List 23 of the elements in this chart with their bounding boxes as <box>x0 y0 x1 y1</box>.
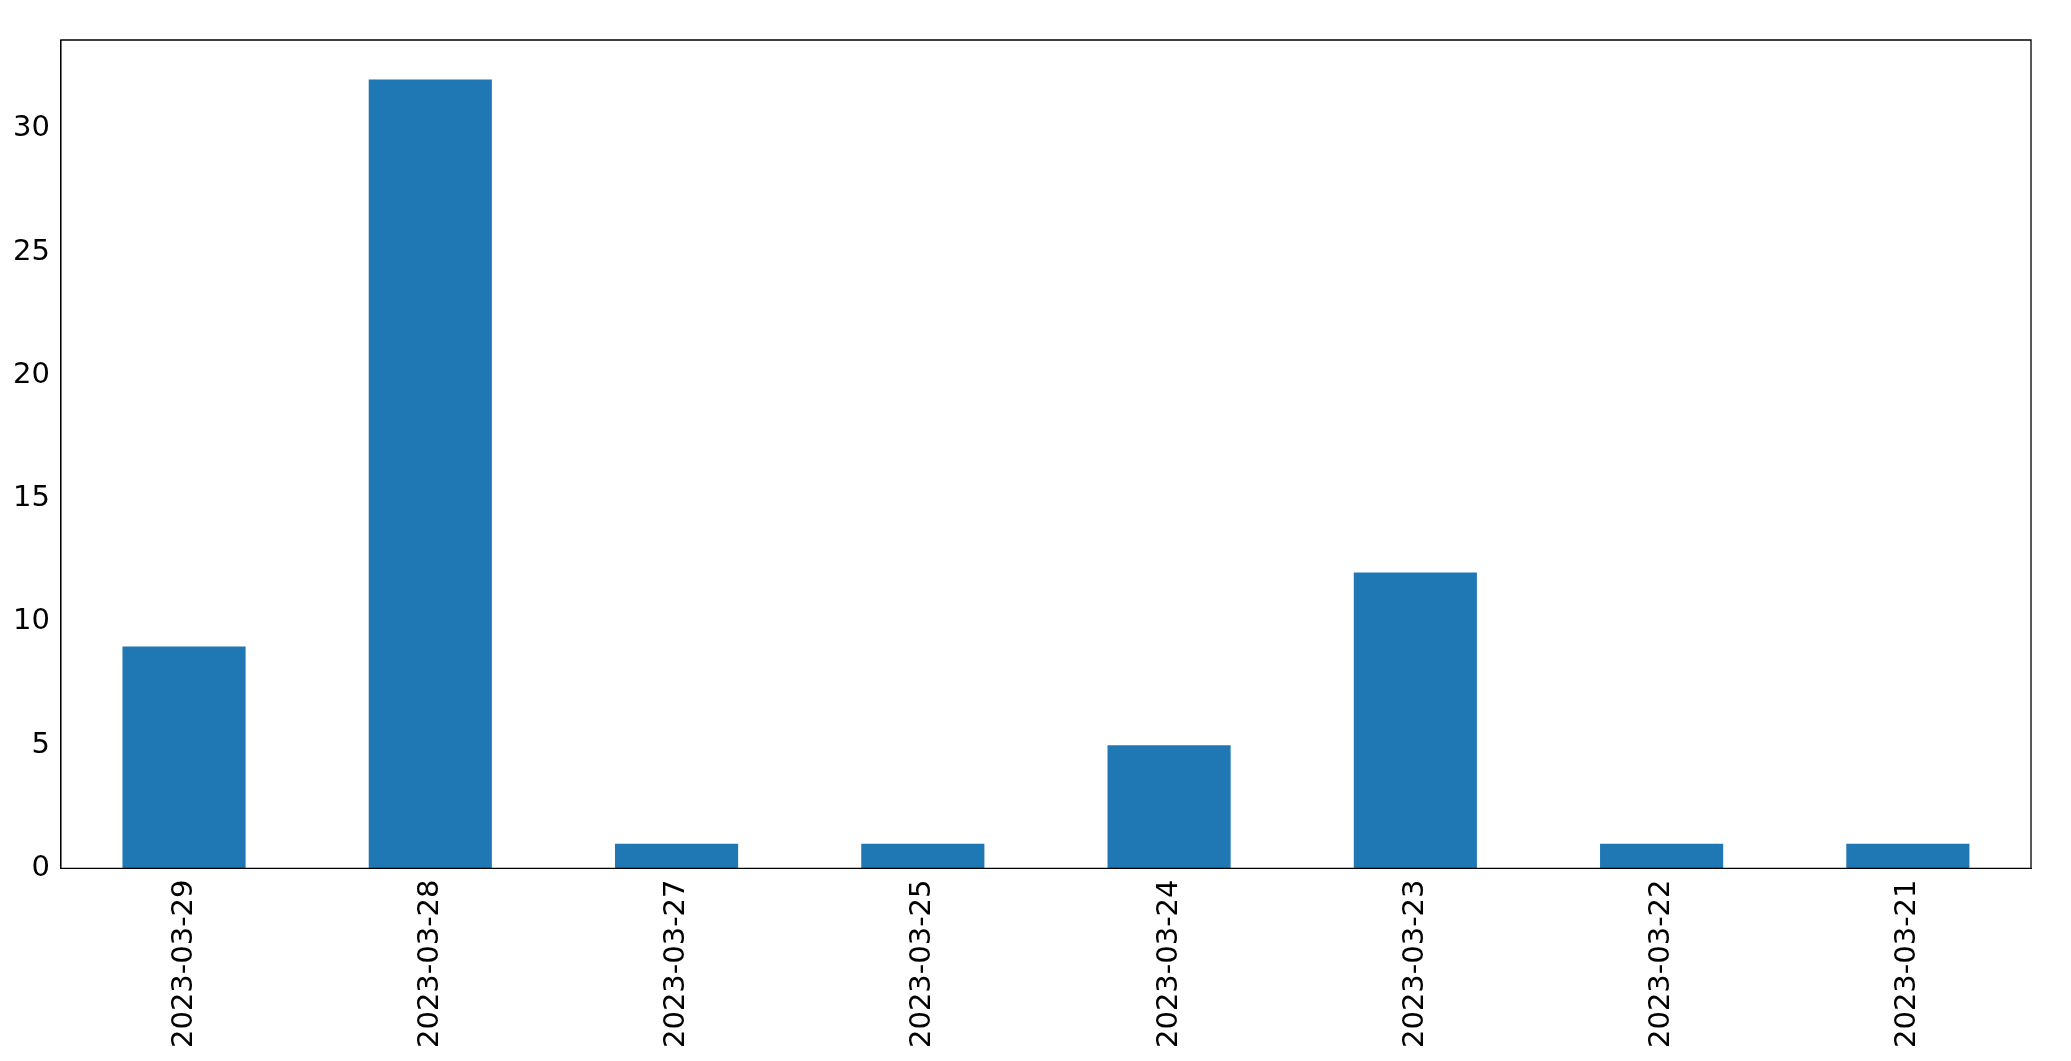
bar <box>861 843 985 869</box>
x-tick-label: 2023-03-23 <box>1395 879 1430 1049</box>
x-tick-label: 2023-03-24 <box>1149 879 1184 1049</box>
x-tick-label: 2023-03-21 <box>1888 879 1923 1049</box>
bar <box>368 79 492 869</box>
bar <box>1846 843 1970 869</box>
y-tick-label: 5 <box>31 725 50 760</box>
x-tick-label: 2023-03-29 <box>164 879 199 1049</box>
bar <box>122 646 246 869</box>
x-tick-label: 2023-03-22 <box>1642 879 1677 1049</box>
bar <box>1107 745 1231 869</box>
y-tick-label: 0 <box>31 849 50 883</box>
y-tick-label: 20 <box>13 355 50 390</box>
x-tick-label: 2023-03-27 <box>657 879 692 1049</box>
y-tick-label: 15 <box>13 479 50 514</box>
bar <box>1600 843 1724 869</box>
bar <box>1353 572 1477 869</box>
y-tick-label: 10 <box>13 602 50 637</box>
y-tick-label: 25 <box>13 232 50 267</box>
x-tick-label: 2023-03-28 <box>410 879 445 1049</box>
x-tick-label: 2023-03-25 <box>903 879 938 1049</box>
y-tick-label: 30 <box>13 109 50 144</box>
bar <box>614 843 739 869</box>
